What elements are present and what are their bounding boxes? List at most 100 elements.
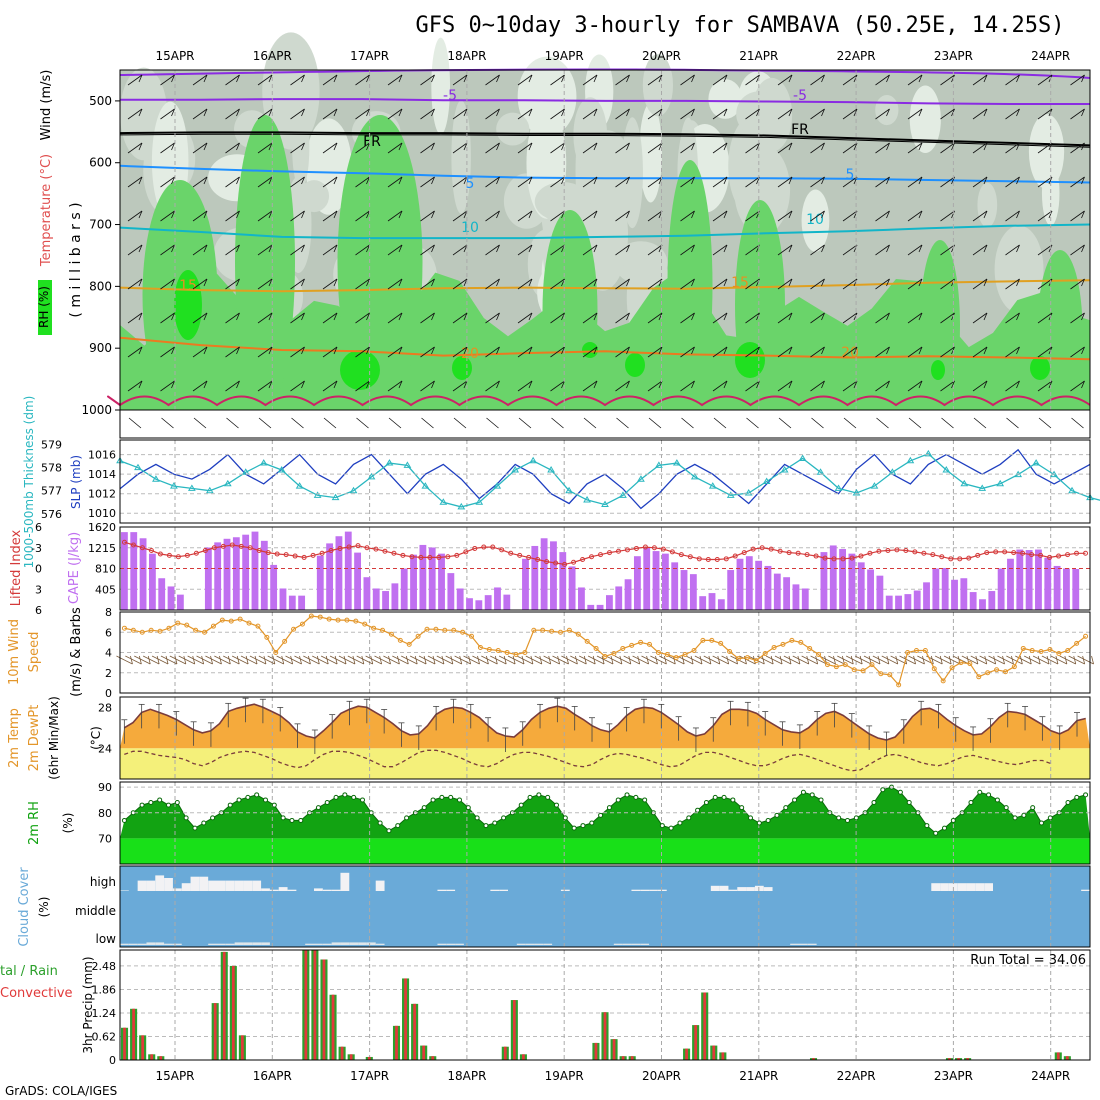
- wind-barb: [821, 346, 825, 355]
- cape-bar: [606, 595, 613, 610]
- precip-conv-bar: [812, 1058, 815, 1060]
- wind-barb: [431, 278, 435, 287]
- panel-frame: [119, 865, 1091, 948]
- wind-barb: [1070, 142, 1085, 154]
- wind-barb: [272, 655, 276, 665]
- thickness-marker: [385, 459, 394, 466]
- cloud-background: [120, 866, 1090, 947]
- cloud-low-bar: [137, 943, 147, 945]
- rh-marker: [818, 797, 824, 803]
- cloud-high-bar: [375, 880, 385, 891]
- wind-barb: [387, 244, 403, 256]
- wind-barb: [853, 380, 858, 389]
- tick-label: 2: [105, 667, 112, 680]
- tick-label: 4: [105, 647, 112, 660]
- wind-barb: [596, 655, 614, 665]
- wind-barb: [258, 655, 276, 665]
- contour-label: 20: [461, 346, 479, 362]
- wind-barb: [593, 278, 598, 287]
- rh-marker: [254, 792, 260, 798]
- cape-bar: [885, 595, 893, 610]
- wind-barb: [691, 210, 695, 219]
- wind-barb: [842, 346, 858, 358]
- wind-barb: [366, 210, 370, 219]
- wind-barb: [1016, 278, 1020, 287]
- wind-barb: [127, 278, 143, 290]
- li-marker: [1002, 549, 1008, 555]
- rh-marker: [527, 794, 533, 800]
- rh-marker: [739, 805, 745, 811]
- wind-barb: [922, 655, 925, 665]
- li-marker: [247, 545, 253, 551]
- wind-barb: [940, 210, 955, 222]
- wind-barb: [320, 655, 338, 665]
- wind-barb: [875, 176, 890, 188]
- wind-barb: [723, 142, 728, 151]
- wind-barb: [171, 312, 175, 321]
- wind-barb: [225, 74, 240, 86]
- cape-bar: [550, 541, 557, 610]
- thickness-marker: [601, 500, 609, 508]
- cape-bar: [158, 578, 166, 610]
- wind-barb: [303, 655, 320, 665]
- wind-barb: [810, 655, 827, 665]
- li-marker: [912, 549, 918, 555]
- cloud-low-bar: [128, 943, 138, 945]
- wind-barb: [387, 380, 403, 392]
- wind-barb: [550, 74, 565, 86]
- wind-barb: [268, 142, 273, 151]
- wind-barb: [160, 655, 178, 665]
- wind-barb: [647, 346, 663, 358]
- wind-barb: [626, 108, 630, 117]
- wind-barb: [907, 210, 923, 222]
- cloud-high-bar: [278, 887, 288, 891]
- wind-barb: [777, 74, 793, 86]
- wind-barb: [810, 210, 825, 222]
- cloud-high-bar: [499, 889, 508, 891]
- wind-barb: [908, 655, 925, 665]
- wind-barb: [815, 655, 819, 665]
- wind-barb: [308, 655, 311, 665]
- wind-barb: [485, 380, 500, 392]
- wind-barb: [940, 142, 955, 154]
- wind-speed-marker: [540, 627, 546, 633]
- cape-bar: [764, 565, 772, 610]
- wind-barb: [1011, 655, 1014, 665]
- precip-conv-bar: [1056, 1052, 1060, 1060]
- thickness-marker: [349, 486, 358, 494]
- cloud-high-bar: [137, 880, 147, 891]
- li-marker: [184, 552, 190, 558]
- tick-label: 405: [95, 583, 116, 596]
- wind-barb: [647, 176, 663, 188]
- rh-marker: [906, 800, 912, 805]
- wind-speed-marker: [994, 667, 1000, 673]
- wind-barb: [388, 655, 391, 665]
- cape-bar: [242, 534, 250, 610]
- wind-barb: [908, 417, 922, 429]
- wind-barb: [169, 655, 187, 665]
- cape-bar: [578, 587, 585, 610]
- rh-marker: [404, 815, 410, 821]
- rh-marker: [783, 805, 789, 811]
- axis-label: CAPE (J/kg): [67, 532, 82, 604]
- rh-marker: [1039, 820, 1044, 826]
- wind-barb: [333, 142, 338, 151]
- rh-marker: [792, 797, 798, 803]
- wind-barb: [452, 176, 468, 188]
- wind-speed-marker: [202, 629, 208, 635]
- cape-bar: [997, 568, 1005, 610]
- wind-barb: [979, 655, 996, 665]
- wind-barb: [138, 380, 143, 389]
- wind-barb: [517, 108, 533, 120]
- wind-speed-marker: [210, 623, 216, 629]
- li-marker: [705, 557, 711, 563]
- rh-marker: [227, 802, 233, 808]
- wind-barb: [379, 655, 383, 665]
- wind-barb: [151, 655, 169, 665]
- axis-label: Lifted Index: [9, 529, 24, 606]
- wind-barb: [788, 244, 793, 253]
- wind-barb: [160, 108, 175, 120]
- rh-marker: [589, 820, 595, 826]
- wind-barb: [837, 655, 854, 665]
- wind-barb: [477, 655, 480, 665]
